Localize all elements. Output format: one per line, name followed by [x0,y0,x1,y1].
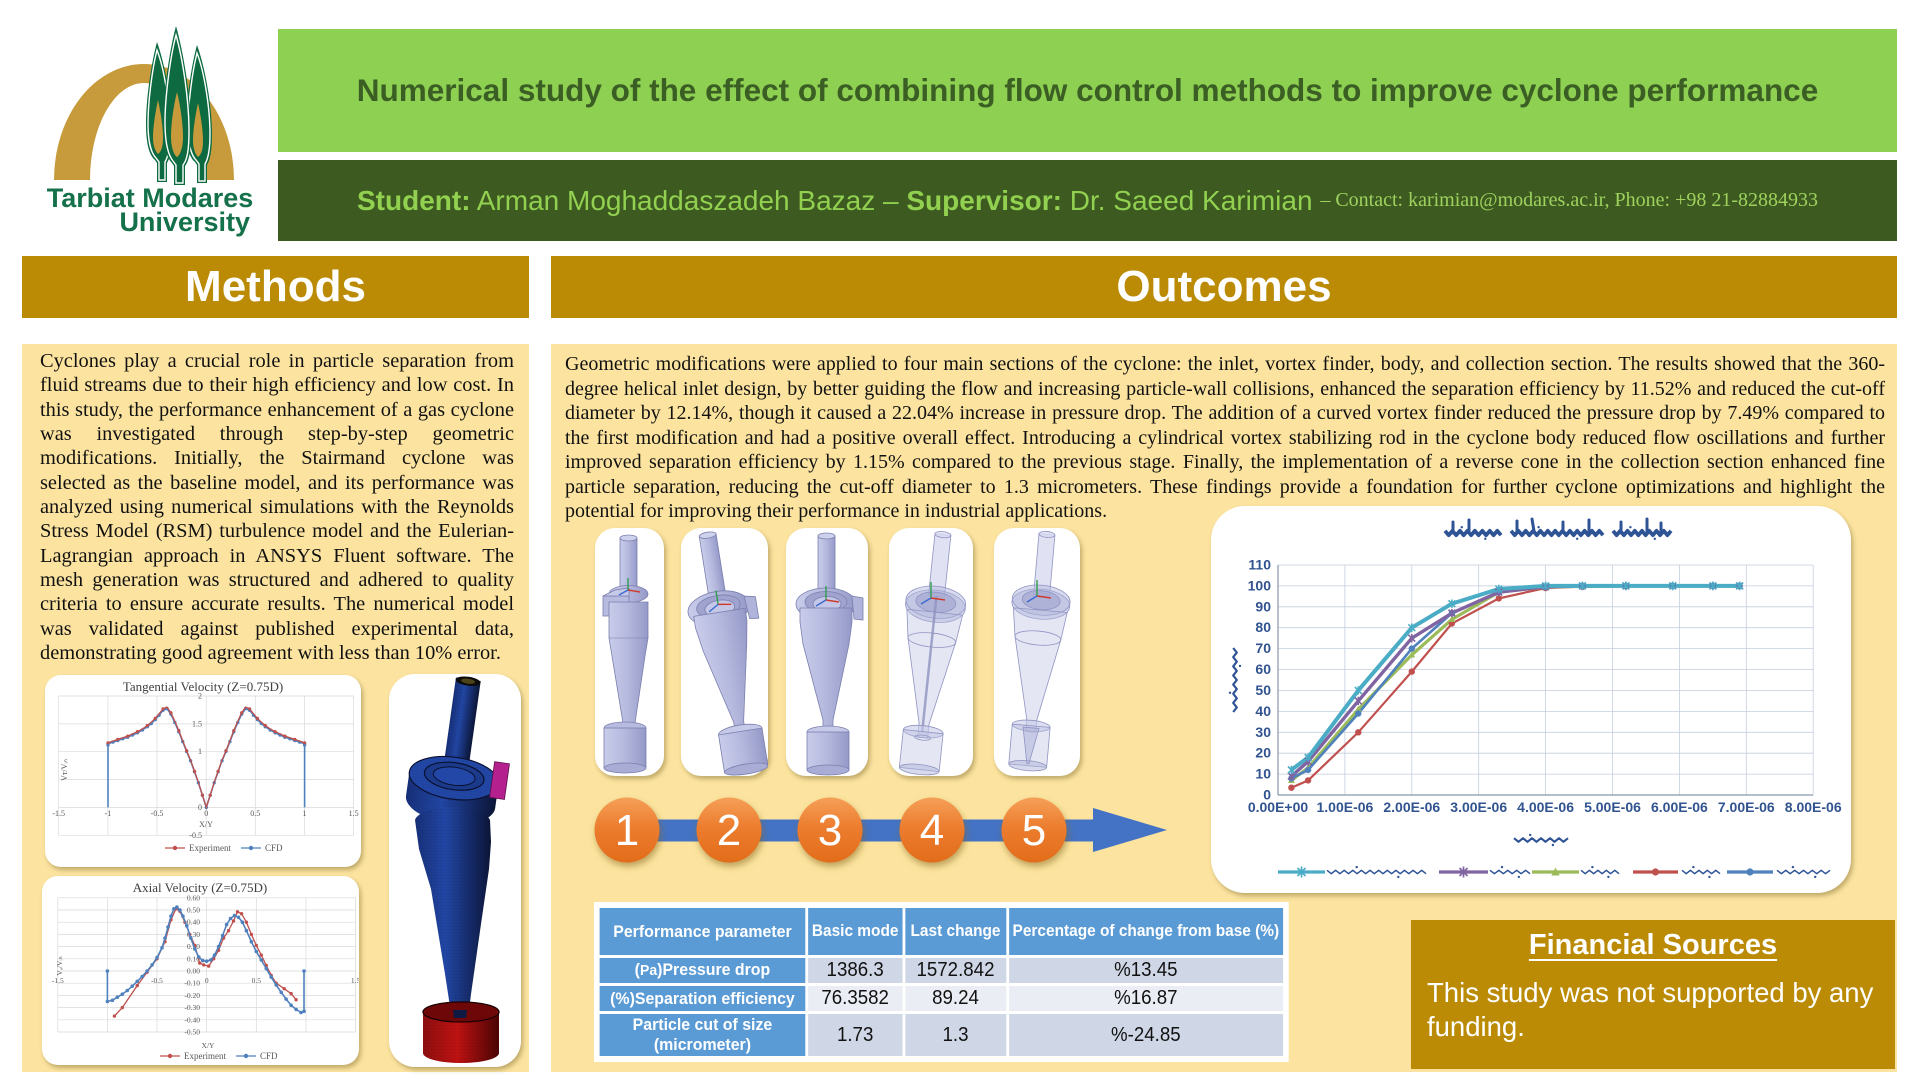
svg-text:80: 80 [1255,619,1271,635]
svg-text:7.00E-06: 7.00E-06 [1718,799,1775,815]
svg-text:-1: -1 [105,809,112,818]
svg-text:Axial Velocity (Z=0.75D): Axial Velocity (Z=0.75D) [133,880,268,895]
svg-text:Tangential Velocity (Z=0.75D): Tangential Velocity (Z=0.75D) [123,679,283,694]
svg-text:-0.5: -0.5 [151,809,164,818]
svg-text:CFD: CFD [260,1051,278,1061]
svg-text:0.40: 0.40 [187,918,200,927]
svg-text:1: 1 [615,806,639,855]
svg-text:-0.5: -0.5 [151,976,163,985]
svg-text:X/Y: X/Y [199,820,213,829]
svg-text:-0.10: -0.10 [184,979,200,988]
svg-text:-0.5: -0.5 [189,831,202,840]
svg-text:Vₐ/Vᵢₙ: Vₐ/Vᵢₙ [55,956,64,975]
svg-text:2: 2 [717,806,741,855]
svg-text:Experiment: Experiment [189,843,231,853]
svg-text:3: 3 [818,806,842,855]
svg-text:-0.40: -0.40 [184,1015,200,1024]
svg-text:50: 50 [1255,682,1271,698]
svg-text:Experiment: Experiment [184,1051,226,1061]
svg-text:5.00E-06: 5.00E-06 [1584,799,1641,815]
svg-text:1: 1 [198,747,202,756]
svg-text:-1.5: -1.5 [52,809,65,818]
svg-text:0: 0 [204,809,208,818]
svg-text:1.00E-06: 1.00E-06 [1316,799,1373,815]
svg-text:X/Y: X/Y [202,1041,216,1050]
svg-text:20: 20 [1255,745,1271,761]
svg-text:8.00E-06: 8.00E-06 [1785,799,1842,815]
svg-text:5: 5 [1022,806,1046,855]
svg-text:1.5: 1.5 [351,976,359,985]
svg-text:CFD: CFD [265,843,283,853]
svg-text:110: 110 [1248,557,1271,573]
svg-text:70: 70 [1255,640,1271,656]
svg-text:1: 1 [303,809,307,818]
svg-text:-0.30: -0.30 [184,1003,200,1012]
svg-text:60: 60 [1255,661,1271,677]
svg-text:-0.20: -0.20 [184,991,200,1000]
svg-text:0: 0 [205,976,209,985]
svg-text:-1.5: -1.5 [52,976,64,985]
svg-text:0.30: 0.30 [187,930,200,939]
svg-text:2: 2 [198,692,202,701]
svg-text:4.00E-06: 4.00E-06 [1517,799,1574,815]
svg-text:0.10: 0.10 [187,954,200,963]
svg-text:2.00E-06: 2.00E-06 [1383,799,1440,815]
svg-text:6.00E-06: 6.00E-06 [1651,799,1708,815]
svg-text:40: 40 [1255,703,1271,719]
svg-text:30: 30 [1255,724,1271,740]
svg-text:10: 10 [1255,766,1271,782]
svg-text:1.5: 1.5 [349,809,359,818]
svg-text:1.5: 1.5 [192,719,202,728]
svg-text:Vᴛ/Vᵢₙ: Vᴛ/Vᵢₙ [60,759,69,781]
svg-text:0.00: 0.00 [187,967,200,976]
svg-text:3.00E-06: 3.00E-06 [1450,799,1507,815]
svg-text:0.5: 0.5 [250,809,260,818]
svg-text:100: 100 [1248,577,1272,593]
svg-text:0: 0 [198,803,202,812]
svg-text:0.00E+00: 0.00E+00 [1248,799,1309,815]
svg-text:Tarbiat Modares: Tarbiat Modares [47,183,254,213]
svg-text:0.5: 0.5 [252,976,262,985]
svg-text:90: 90 [1255,598,1271,614]
svg-text:0.60: 0.60 [187,893,200,902]
svg-text:0: 0 [1263,787,1271,803]
svg-text:-0.50: -0.50 [184,1028,200,1037]
svg-text:University: University [119,207,250,237]
svg-text:0.50: 0.50 [187,906,200,915]
svg-text:4: 4 [920,806,944,855]
